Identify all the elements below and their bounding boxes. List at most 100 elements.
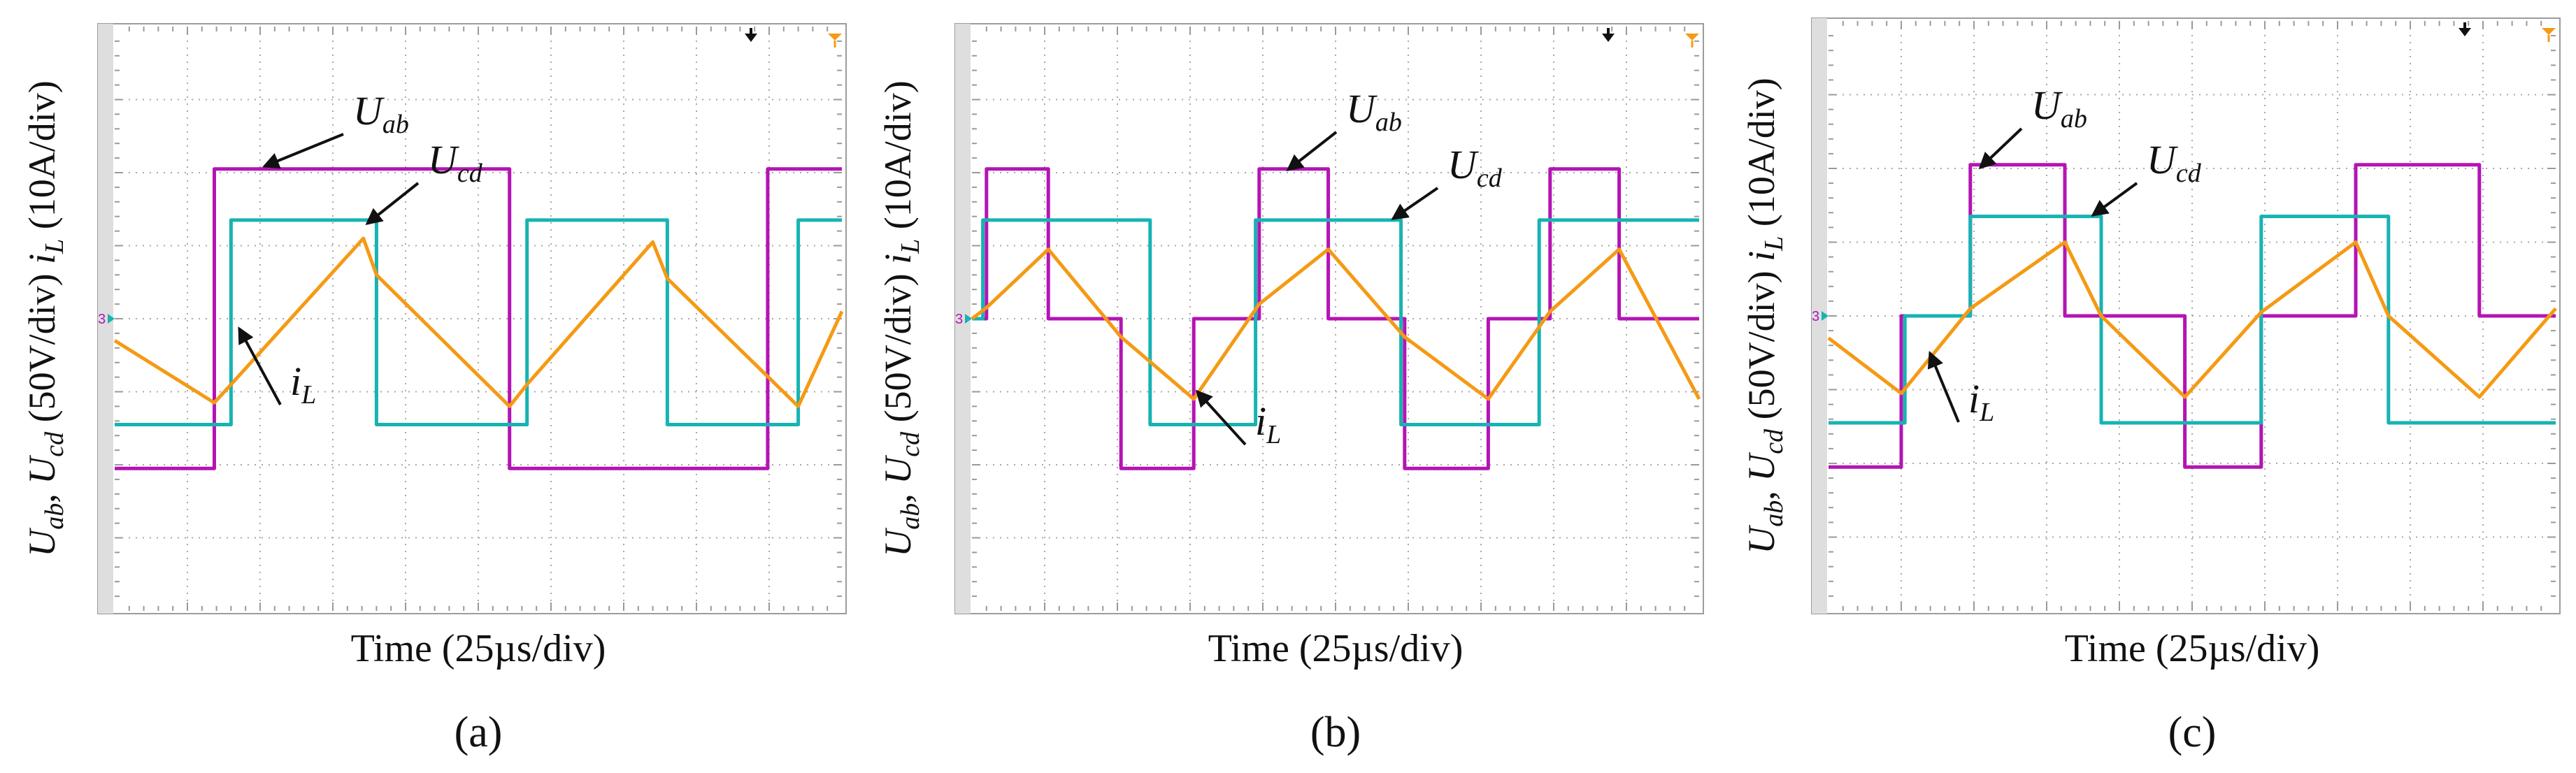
annotation-arrow <box>1286 131 1338 171</box>
trace-iL <box>1827 240 2557 399</box>
annotation-label-iL: iL <box>290 359 316 410</box>
ylabel-sep: , <box>21 484 63 503</box>
ylabel-L: L <box>40 239 69 254</box>
ylabel-end: (10A/div) <box>1740 78 1782 236</box>
trace-Ucd <box>1829 215 2556 425</box>
x-axis-label: Time (25µs/div) <box>2065 627 2320 670</box>
y-axis-label: Uab, Ucd (50V/div) iL (10A/div) <box>1740 78 1789 554</box>
annotation-subscript: cd <box>457 159 483 188</box>
trigger-level-icon <box>1685 34 1699 41</box>
scope-side-strip <box>955 24 971 614</box>
x-axis-label-text: Time (25µs/div) <box>1208 627 1464 670</box>
panel-label: (c) <box>2168 709 2217 756</box>
x-axis-label-text: Time (25µs/div) <box>351 627 606 670</box>
panel-label-text: (b) <box>1310 709 1361 756</box>
border-ticks <box>972 27 1699 611</box>
scope-side-strip <box>98 24 113 614</box>
panel-label: (a) <box>455 709 503 756</box>
annotation-subscript: cd <box>1477 164 1503 193</box>
annotation-base: i <box>1255 398 1266 444</box>
channel-marker: 3 <box>955 312 963 327</box>
annotation-label-iL: iL <box>1968 376 1994 427</box>
ylabel-L: L <box>1759 236 1789 252</box>
annotation-arrow <box>1195 389 1247 446</box>
annotation-arrow <box>262 133 344 169</box>
channel-marker: 3 <box>98 312 106 327</box>
scope-side-strip <box>1812 18 1827 614</box>
panel-label: (b) <box>1310 709 1361 756</box>
annotation-base: U <box>2031 82 2063 128</box>
annotation-base: i <box>290 359 301 404</box>
trace-Uab <box>115 167 842 470</box>
ylabel-i: i <box>877 254 919 264</box>
ylabel-u: U <box>877 528 919 557</box>
annotation-arrow <box>1978 127 2023 170</box>
annotation-subscript: ab <box>2061 104 2087 133</box>
annotation-arrow <box>365 182 420 225</box>
annotation-arrow <box>2091 182 2138 217</box>
annotation-label-Uab: Uab <box>2031 82 2087 133</box>
ylabel-mid: (50V/div) <box>21 264 63 432</box>
trace-Ucd <box>115 218 842 426</box>
annotation-subscript: ab <box>382 110 409 139</box>
annotation-base: U <box>2147 137 2179 182</box>
x-axis-label: Time (25µs/div) <box>351 627 606 670</box>
trigger-level-icon <box>2542 28 2556 35</box>
ylabel-i: i <box>1740 251 1782 261</box>
ylabel-cd: cd <box>1759 428 1789 454</box>
annotation-arrow <box>238 326 282 405</box>
annotation-label-Ucd: Ucd <box>428 137 483 188</box>
panel-label-text: (c) <box>2168 709 2217 756</box>
ylabel-u: U <box>1740 525 1782 554</box>
channel-marker-text: 3 <box>1812 309 1819 324</box>
ylabel-ab: ab <box>896 503 925 530</box>
ylabel-mid: (50V/div) <box>877 264 919 432</box>
annotation-arrow <box>1391 187 1439 220</box>
border-ticks <box>1829 21 2556 611</box>
annotation-subscript: ab <box>1375 108 1402 137</box>
ylabel-sep: , <box>1740 482 1782 500</box>
ylabel-cd: cd <box>896 431 925 457</box>
ylabel-u2: U <box>877 455 919 484</box>
annotation-subscript: L <box>1979 398 1994 427</box>
channel-marker-text: 3 <box>98 312 106 327</box>
annotation-label-Ucd: Ucd <box>1447 142 1503 193</box>
ground-marker-icon <box>1822 311 1829 321</box>
annotation-label-Uab: Uab <box>1346 86 1402 137</box>
annotation-base: U <box>1346 86 1378 131</box>
trigger-level-icon <box>828 34 842 41</box>
ylabel-L: L <box>896 239 925 254</box>
trigger-position-icon <box>1602 28 1615 42</box>
x-axis-label-text: Time (25µs/div) <box>2065 627 2320 670</box>
ylabel-u2: U <box>21 455 63 484</box>
annotation-subscript: L <box>1266 420 1281 449</box>
x-axis-label: Time (25µs/div) <box>1208 627 1464 670</box>
annotation-base: U <box>1447 142 1480 187</box>
trigger-position-icon <box>745 28 757 42</box>
grid <box>115 27 842 611</box>
trace-Ucd <box>972 218 1699 426</box>
ylabel-sep: , <box>877 484 919 503</box>
ylabel-cd: cd <box>40 431 69 457</box>
annotation-subscript: L <box>301 380 316 410</box>
ylabel-mid: (50V/div) <box>1740 261 1782 429</box>
y-axis-label: Uab, Ucd (50V/div) iL (10A/div) <box>877 80 925 556</box>
y-axis-label: Uab, Ucd (50V/div) iL (10A/div) <box>21 80 69 556</box>
annotation-label-iL: iL <box>1255 398 1281 449</box>
panel-label-text: (a) <box>455 709 503 756</box>
annotation-subscript: cd <box>2176 159 2202 188</box>
border-ticks <box>115 27 842 611</box>
trace-iL <box>113 236 844 408</box>
ylabel-ab: ab <box>40 503 69 530</box>
ylabel-i: i <box>21 254 63 264</box>
ylabel-end: (10A/div) <box>877 80 919 238</box>
annotation-label-Ucd: Ucd <box>2147 137 2202 188</box>
channel-marker: 3 <box>1812 309 1819 324</box>
ylabel-end: (10A/div) <box>21 80 63 238</box>
annotation-base: i <box>1968 376 1980 421</box>
annotation-base: U <box>353 88 385 133</box>
annotation-arrow <box>1927 351 1960 423</box>
